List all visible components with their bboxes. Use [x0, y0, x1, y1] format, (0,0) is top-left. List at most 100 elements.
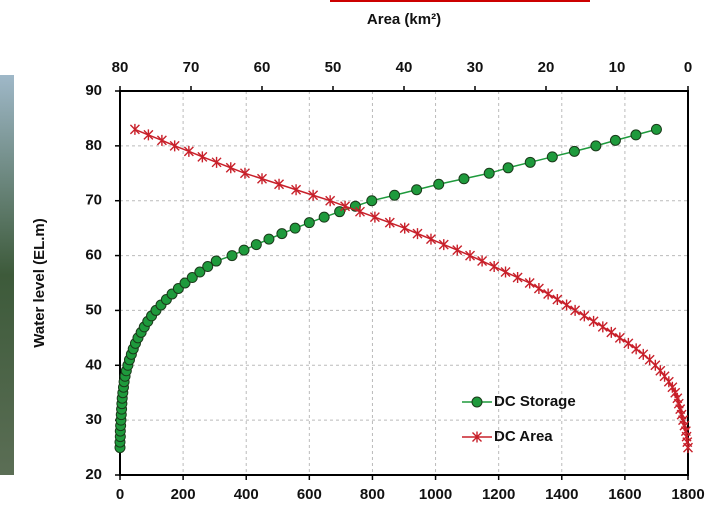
marker	[389, 189, 401, 201]
marker	[570, 304, 581, 316]
y-tick-label: 70	[85, 192, 102, 209]
marker	[524, 277, 535, 289]
marker	[194, 266, 206, 278]
y-tick-label: 20	[85, 466, 102, 483]
marker	[458, 173, 470, 185]
marker	[438, 239, 449, 251]
marker	[369, 211, 380, 223]
marker	[412, 228, 423, 240]
x2-tick-label: 80	[112, 59, 129, 76]
marker	[143, 129, 154, 141]
marker	[210, 255, 222, 267]
marker	[325, 195, 336, 207]
marker	[638, 348, 649, 360]
marker	[384, 217, 395, 229]
marker	[291, 184, 302, 196]
marker	[354, 206, 365, 218]
y-tick-label: 90	[85, 82, 102, 99]
x-tick-label: 1400	[545, 486, 578, 503]
marker	[340, 200, 351, 212]
y-tick-label: 60	[85, 247, 102, 264]
x-tick-label: 0	[116, 486, 124, 503]
x-tick-label: 800	[360, 486, 385, 503]
marker	[452, 244, 463, 256]
marker	[465, 250, 476, 262]
x2-tick-label: 30	[467, 59, 484, 76]
marker	[238, 244, 250, 256]
marker	[568, 145, 580, 157]
marker	[399, 222, 410, 234]
x2-tick-label: 10	[609, 59, 626, 76]
marker	[308, 189, 319, 201]
marker	[226, 250, 238, 262]
x2-tick-label: 70	[183, 59, 200, 76]
top-axis-title: Area (km²)	[367, 11, 441, 28]
legend-marker	[471, 396, 483, 408]
marker	[579, 310, 590, 322]
x2-tick-label: 60	[254, 59, 271, 76]
marker	[631, 343, 642, 355]
marker	[552, 293, 563, 305]
marker	[179, 277, 191, 289]
y-axis-title: Water level (EL.m)	[31, 218, 48, 347]
marker	[533, 282, 544, 294]
background-strip	[0, 75, 14, 475]
marker	[543, 288, 554, 300]
x-tick-label: 200	[171, 486, 196, 503]
x-tick-label: 1000	[419, 486, 452, 503]
marker	[597, 321, 608, 333]
marker	[512, 272, 523, 284]
marker	[239, 167, 250, 179]
marker	[318, 211, 330, 223]
marker	[606, 326, 617, 338]
x-tick-label: 1200	[482, 486, 515, 503]
marker	[250, 239, 262, 251]
marker	[614, 332, 625, 344]
marker	[257, 173, 267, 185]
x-tick-label: 400	[234, 486, 259, 503]
marker	[609, 134, 621, 146]
marker	[263, 233, 275, 245]
y-tick-label: 40	[85, 356, 102, 373]
marker	[211, 156, 222, 168]
marker	[366, 195, 378, 207]
y-tick-label: 80	[85, 137, 102, 154]
x-tick-label: 600	[297, 486, 322, 503]
marker	[433, 178, 445, 190]
x2-tick-label: 0	[684, 59, 692, 76]
marker	[546, 151, 558, 163]
marker	[588, 315, 599, 327]
series-line	[119, 128, 657, 448]
marker	[197, 151, 208, 163]
x-tick-label: 1800	[671, 486, 704, 503]
marker	[590, 140, 602, 152]
marker	[644, 354, 655, 366]
x-tick-label: 1600	[608, 486, 641, 503]
marker	[489, 261, 500, 273]
marker	[274, 178, 285, 190]
x2-tick-label: 40	[396, 59, 413, 76]
marker	[156, 134, 167, 146]
marker	[502, 162, 514, 174]
marker	[477, 255, 488, 267]
marker	[425, 233, 436, 245]
x2-tick-label: 50	[325, 59, 342, 76]
y-tick-label: 30	[85, 411, 102, 428]
marker	[630, 129, 642, 141]
marker	[303, 217, 315, 229]
legend-label: DC Storage	[494, 393, 576, 410]
marker	[202, 261, 214, 273]
marker	[186, 272, 198, 284]
marker	[183, 145, 194, 157]
y-tick-label: 50	[85, 301, 102, 318]
legend-label: DC Area	[494, 428, 553, 445]
x2-tick-label: 20	[538, 59, 555, 76]
plot-frame	[119, 90, 689, 476]
series-line	[134, 128, 689, 448]
legend-marker	[472, 431, 482, 443]
marker	[129, 123, 140, 135]
marker	[524, 156, 536, 168]
marker	[623, 337, 634, 349]
marker	[289, 222, 301, 234]
